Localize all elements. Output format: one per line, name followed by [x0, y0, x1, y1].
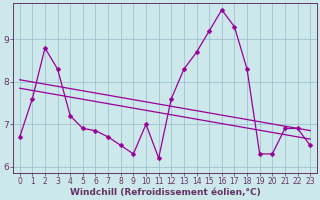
X-axis label: Windchill (Refroidissement éolien,°C): Windchill (Refroidissement éolien,°C) [69, 188, 260, 197]
